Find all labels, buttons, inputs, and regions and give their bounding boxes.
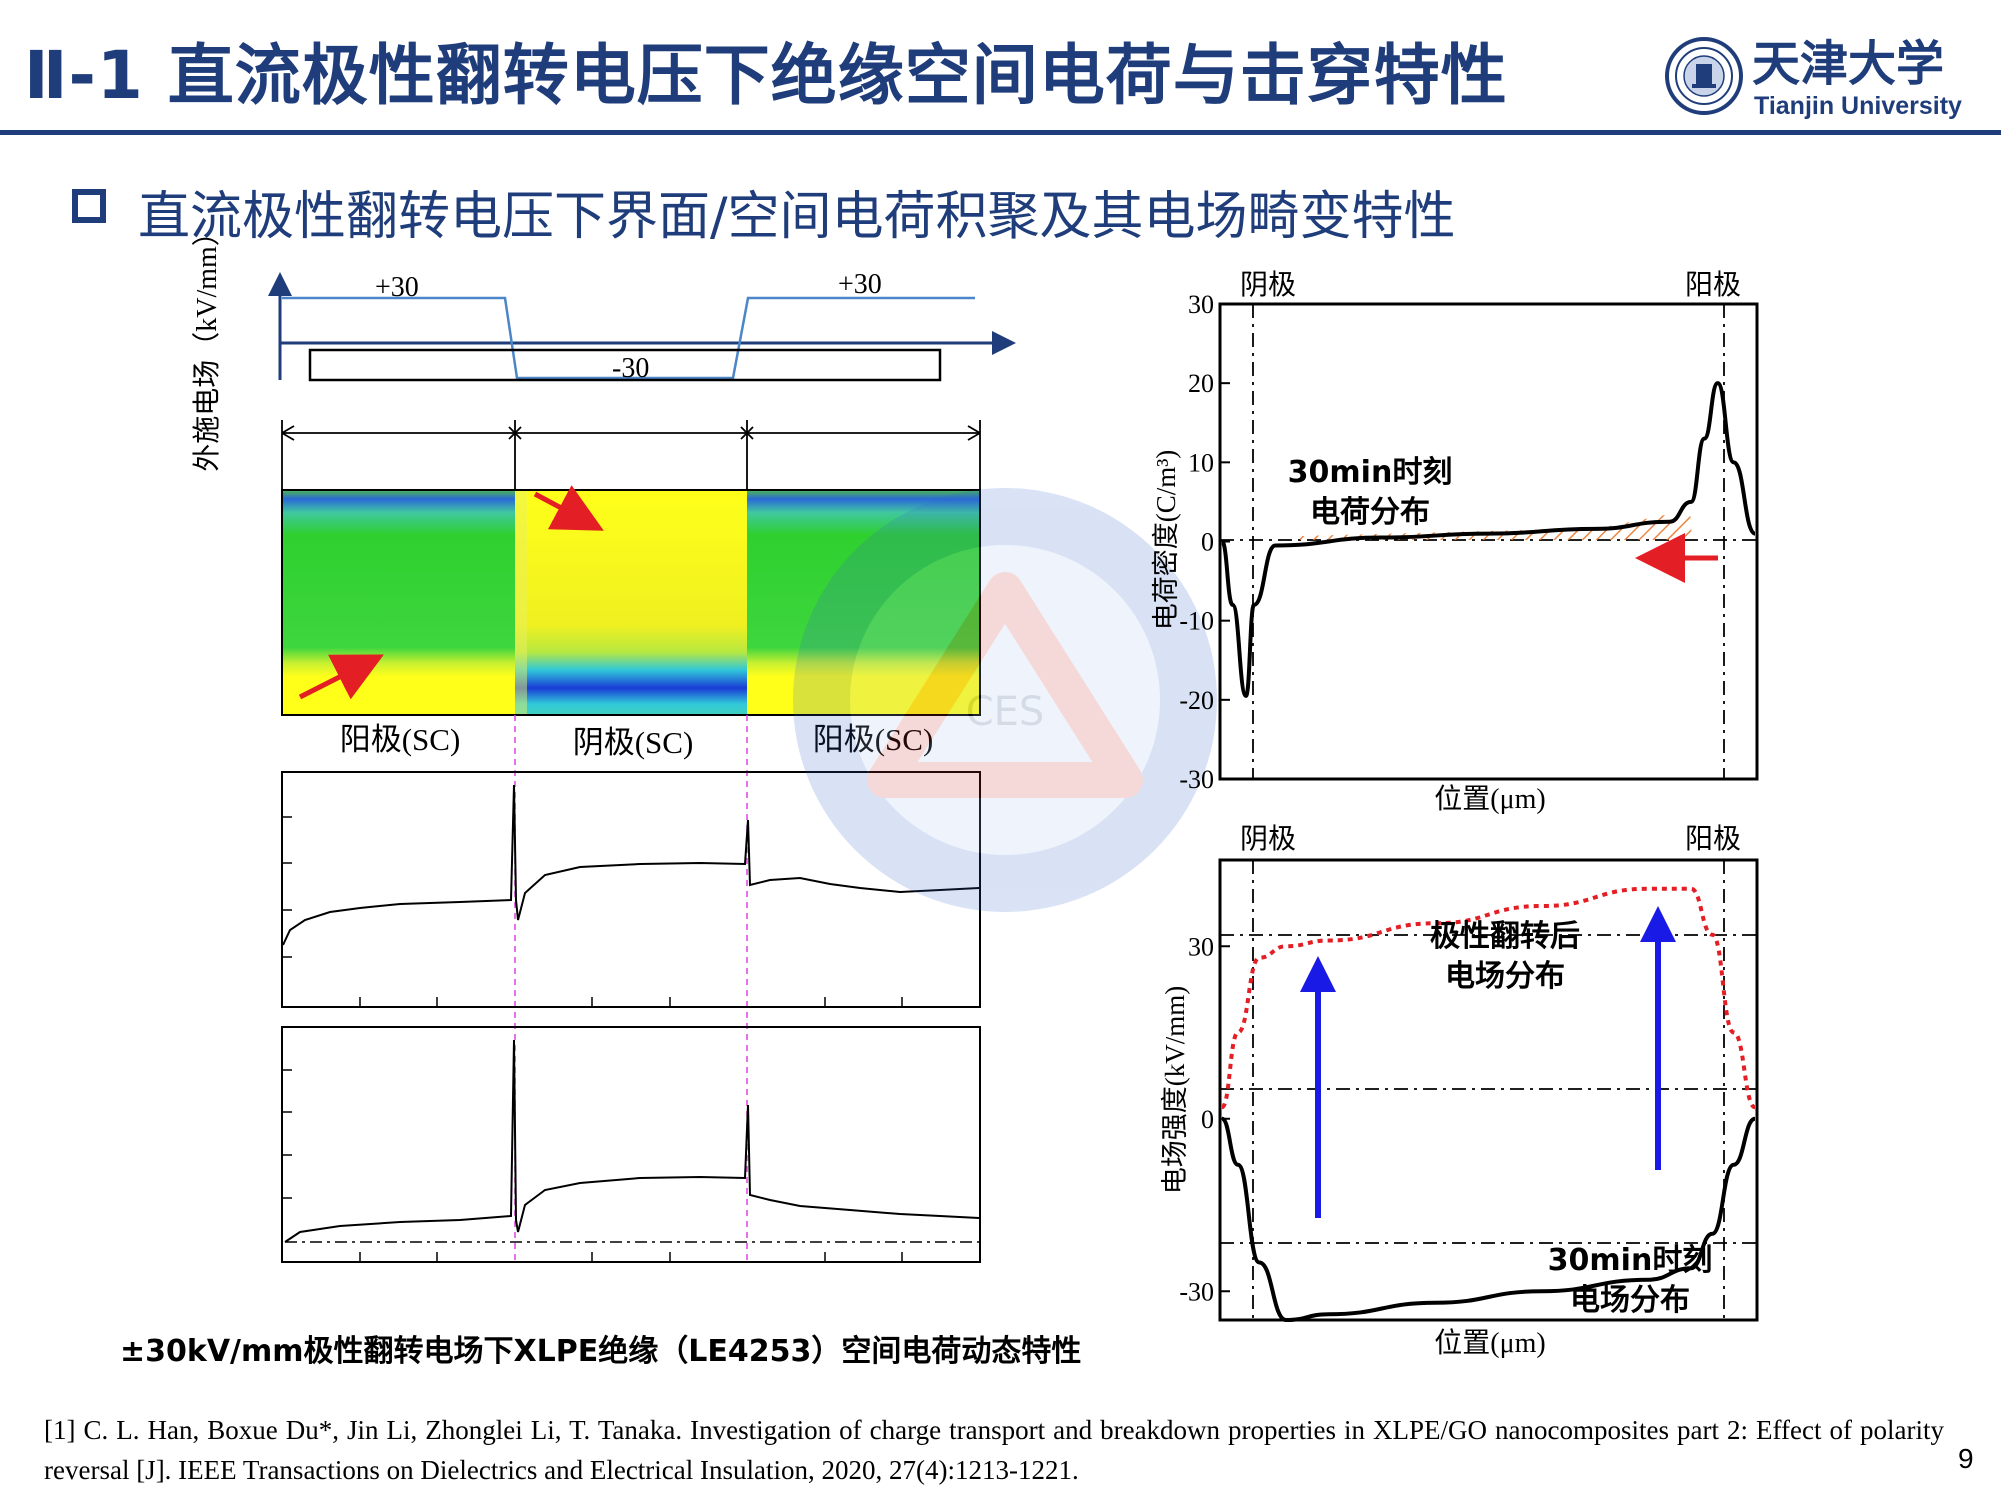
chart2-cathode-label: 阴极 (1240, 823, 1296, 855)
electric-field-chart: 30 0 -30 阴极 阳极 极性翻转后 电场分布 30min时刻 电场分布 位置(… (1160, 823, 1759, 1359)
voltage-label-3: +30 (838, 269, 882, 300)
figure-caption: ±30kV/mm极性翻转电场下XLPE绝缘（LE4253）空间电荷动态特性 (120, 1334, 1082, 1369)
chart1-annotation-line1: 30min时刻 (1288, 455, 1453, 490)
chart2-annotation-b1: 30min时刻 (1548, 1243, 1713, 1278)
chart1-anode-label: 阳极 (1685, 269, 1741, 301)
chart1-xlabel: 位置(μm) (1434, 783, 1545, 815)
logo-chinese-name: 天津大学 (1752, 36, 1945, 92)
charge-density-chart: 30 20 10 0 -10 -20 -30 阴极 阳极 30min时刻 电荷分布 位置(μ… (1151, 269, 1759, 815)
heatmap-arrow-2 (298, 654, 384, 700)
chart2-annotation-b2: 电场分布 (1570, 1283, 1690, 1318)
chart1-ytick-label: -30 (1179, 765, 1214, 794)
svg-text:CES: CES (966, 689, 1045, 735)
chart2-anode-label: 阳极 (1685, 823, 1741, 855)
chart1-ytick-label: 30 (1188, 290, 1214, 319)
chart2-annotation-a2: 电场分布 (1445, 959, 1565, 994)
chart2-ytick-group: 30 0 -30 (1179, 932, 1230, 1306)
university-seal-icon (1665, 37, 1743, 115)
chart1-ylabel: 电荷密度(C/m³) (1151, 450, 1181, 631)
slide-title: Ⅱ-1 直流极性翻转电压下绝缘空间电荷与击穿特性 (24, 37, 1508, 114)
field-after-reversal-curve (1220, 886, 1757, 1110)
chart2-ytick-label: -30 (1179, 1277, 1214, 1306)
applied-field-panel: +30 -30 +30 外施电场（kV/mm） 阳极(SC) 阴极(SC) 阳极… (191, 218, 1016, 1263)
region-label-1: 阳极(SC) (340, 722, 461, 757)
charge-hatch-area (1300, 510, 1692, 540)
applied-field-ylabel: 外施电场（kV/mm） (191, 218, 223, 472)
chart1-ytick-label: 10 (1188, 448, 1214, 477)
time-segment-markers (281, 420, 981, 490)
chart2-ytick-label: 30 (1188, 932, 1214, 961)
applied-field-waveform (282, 296, 975, 380)
current-trace-panel-1 (281, 771, 981, 1008)
slide-subtitle: 直流极性翻转电压下界面/空间电荷积聚及其电场畸变特性 (138, 187, 1456, 247)
chart2-ylabel: 电场强度(kV/mm) (1160, 986, 1190, 1195)
chart1-ytick-label: -20 (1179, 686, 1214, 715)
field-30min-curve (1220, 1116, 1756, 1323)
title-divider (0, 130, 2001, 135)
voltage-label-2: -30 (612, 353, 649, 384)
chart1-ytick-label: 0 (1201, 528, 1214, 557)
chart2-xlabel: 位置(μm) (1434, 1327, 1545, 1359)
voltage-label-1: +30 (375, 272, 419, 303)
logo-english-name: Tianjin University (1754, 92, 1962, 120)
region-label-2: 阴极(SC) (573, 725, 694, 760)
reference-citation: [1] C. L. Han, Boxue Du*, Jin Li, Zhongl… (44, 1415, 1944, 1485)
chart1-cathode-label: 阴极 (1240, 269, 1296, 301)
page-number: 9 (1958, 1443, 1974, 1474)
space-charge-heatmap (281, 485, 981, 716)
chart2-annotation-a1: 极性翻转后 (1430, 919, 1580, 954)
bullet-square-icon (72, 189, 106, 223)
chart1-ytick-label: 20 (1188, 369, 1214, 398)
negative-level-box (308, 348, 942, 382)
plot-frame-2 (1218, 858, 1759, 1322)
region-label-3: 阳极(SC) (813, 722, 934, 757)
ces-watermark: CES (793, 488, 1217, 912)
charge-density-curve (1220, 381, 1757, 698)
current-trace-panel-2 (281, 1026, 981, 1263)
plot-frame-1 (1218, 302, 1759, 781)
chart1-ytick-group: 30 20 10 0 -10 -20 -30 (1179, 290, 1230, 794)
chart1-ytick-label: -10 (1179, 607, 1214, 636)
chart2-ytick-label: 0 (1201, 1105, 1214, 1134)
chart1-annotation-line2: 电荷分布 (1310, 495, 1430, 530)
heatmap-arrow-1 (533, 485, 604, 531)
